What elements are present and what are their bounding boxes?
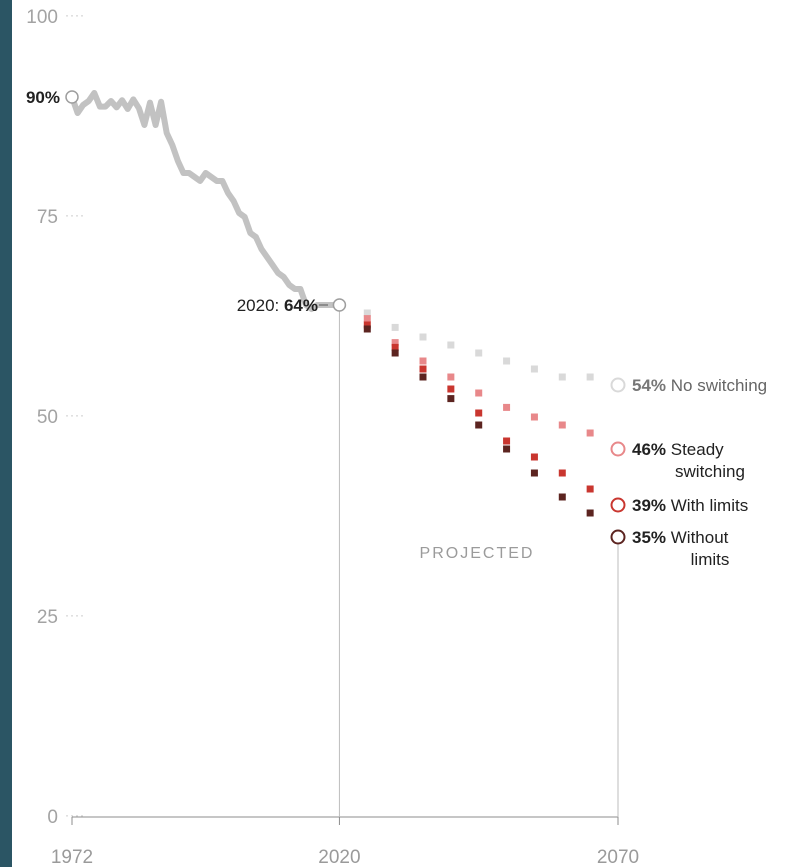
projection-series-2 xyxy=(363,321,626,513)
y-tick-leader: ···· xyxy=(65,8,85,22)
end-point-marker xyxy=(332,298,347,312)
projection-end-marker xyxy=(610,441,626,457)
projected-label: PROJECTED xyxy=(420,545,535,562)
projection-point xyxy=(586,373,594,381)
projection-point xyxy=(475,349,483,357)
end-value-prefix: 2020: xyxy=(237,296,284,315)
end-value-label: 2020: 64% xyxy=(237,296,318,315)
series-name: Without xyxy=(671,528,729,547)
projection-point xyxy=(503,445,511,453)
series-name: No switching xyxy=(671,376,767,395)
x-tick-label: 2070 xyxy=(597,847,639,867)
projection-series-0 xyxy=(363,309,626,393)
projection-point xyxy=(558,421,566,429)
series-label-line2-1: switching xyxy=(675,462,745,481)
x-axis: 1972 2020 2070 xyxy=(51,816,639,867)
projection-point xyxy=(363,315,371,323)
series-label-1: 46% Steady xyxy=(632,440,724,459)
series-label-3: 35% Without xyxy=(632,528,729,547)
x-tick-label: 1972 xyxy=(51,847,93,867)
start-point-marker xyxy=(65,90,79,104)
projection-point xyxy=(363,325,371,333)
annotations: 90% 2020: 64% PROJECTED 54% No switching 46%… xyxy=(26,88,767,569)
projection-point xyxy=(530,413,538,421)
y-tick-leader: ···· xyxy=(65,408,85,422)
start-value-label: 90% xyxy=(26,88,60,107)
series-percent: 54% xyxy=(632,376,671,395)
projection-point xyxy=(419,365,427,373)
y-tick-label: 100 xyxy=(26,7,58,28)
projection-point xyxy=(530,469,538,477)
projection-point xyxy=(419,357,427,365)
y-tick-leader: ···· xyxy=(65,808,85,822)
projection-end-marker xyxy=(610,497,626,513)
historical-series xyxy=(65,90,347,312)
projection-point xyxy=(475,389,483,397)
projection-point xyxy=(503,437,511,445)
projection-point xyxy=(363,321,371,329)
projection-point xyxy=(419,373,427,381)
x-tick-label: 2020 xyxy=(318,847,360,867)
y-tick-leader: ···· xyxy=(65,608,85,622)
projection-point xyxy=(558,469,566,477)
series-label-2: 39% With limits xyxy=(632,496,748,515)
series-label-0: 54% No switching xyxy=(632,376,767,395)
projection-point xyxy=(447,341,455,349)
projection-point xyxy=(419,333,427,341)
series-percent: 39% xyxy=(632,496,671,515)
projection-point xyxy=(391,339,399,347)
projection-point xyxy=(586,485,594,493)
projection-point xyxy=(447,385,455,393)
projection-point xyxy=(503,357,511,365)
y-tick-label: 0 xyxy=(47,807,58,828)
y-tick-label: 75 xyxy=(37,207,58,228)
projection-point xyxy=(391,343,399,351)
series-name: Steady xyxy=(671,440,724,459)
projection-point xyxy=(475,409,483,417)
end-value-number: 64% xyxy=(284,296,318,315)
projection-point xyxy=(475,421,483,429)
projection-point xyxy=(503,403,511,411)
projection-series-3 xyxy=(363,325,626,545)
y-tick-label: 50 xyxy=(37,407,58,428)
projection-point xyxy=(558,493,566,501)
series-name: With limits xyxy=(671,496,748,515)
projection-end-marker xyxy=(610,377,626,393)
projection-series-1 xyxy=(363,315,626,457)
guide-lines xyxy=(338,311,619,817)
historical-line xyxy=(69,90,343,312)
series-label-line2-3: limits xyxy=(691,550,730,569)
projection-point xyxy=(391,349,399,357)
projection-point xyxy=(447,395,455,403)
series-percent: 35% xyxy=(632,528,671,547)
projection-point xyxy=(586,429,594,437)
projection-point xyxy=(586,509,594,517)
left-color-stripe xyxy=(0,0,12,867)
y-tick-leader: ···· xyxy=(65,208,85,222)
y-axis: 0 ···· 25 ···· 50 ···· 75 ···· 100 ···· xyxy=(26,7,85,828)
projection-series xyxy=(363,309,626,545)
projection-point xyxy=(363,309,371,317)
projection-point xyxy=(558,373,566,381)
projection-point xyxy=(447,373,455,381)
series-percent: 46% xyxy=(632,440,671,459)
projection-point xyxy=(530,453,538,461)
projection-point xyxy=(530,365,538,373)
projection-end-marker xyxy=(610,529,626,545)
y-tick-label: 25 xyxy=(37,607,58,628)
projection-point xyxy=(391,323,399,331)
